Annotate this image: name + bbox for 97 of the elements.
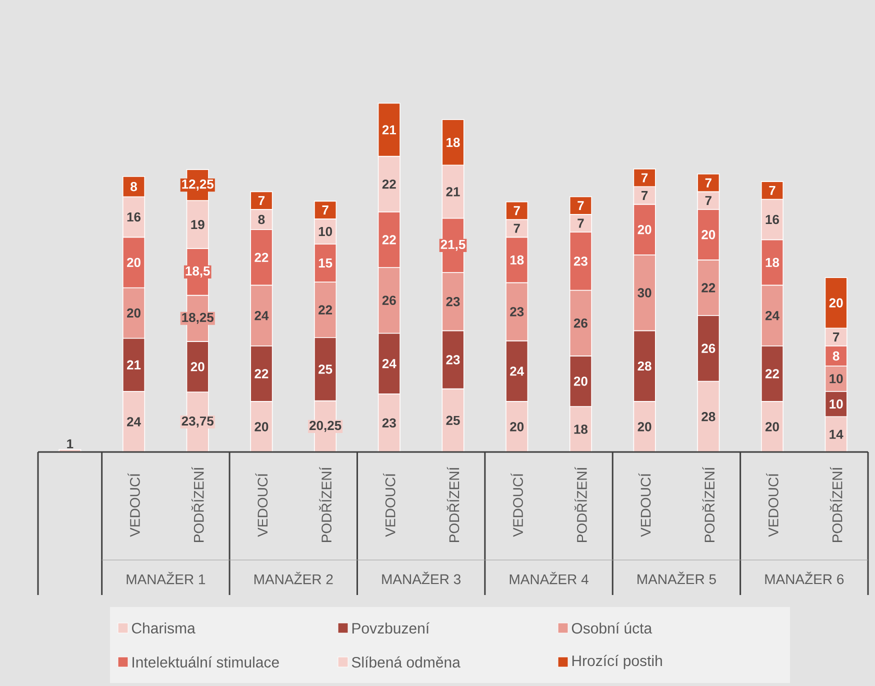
data-label: 18,25	[182, 312, 214, 324]
text: MANAŽER 2	[254, 572, 333, 584]
x-tick-label: PODŘÍZENÍ	[830, 466, 842, 542]
text: MANAŽER 5	[638, 572, 716, 584]
data-label: 7	[578, 201, 584, 210]
data-label: 20	[638, 224, 652, 234]
data-label: 20	[702, 230, 716, 240]
data-label: 21	[382, 125, 396, 134]
data-label: 25	[446, 416, 460, 426]
x-tick-label: VEDOUCÍ	[766, 473, 778, 537]
legend-label: Povzbuzení	[352, 622, 430, 634]
data-label: 30	[638, 288, 652, 298]
data-label: 7	[514, 206, 520, 216]
data-label: 24	[254, 310, 269, 320]
data-label: 15	[318, 258, 332, 268]
data-label: 20	[765, 422, 779, 432]
data-label: 23	[446, 355, 460, 364]
data-label: 20	[127, 308, 140, 318]
data-label: 24	[510, 366, 524, 376]
data-label: 26	[382, 296, 396, 305]
data-label: 10	[830, 374, 843, 384]
x-tick-label: PODŘÍZENÍ	[446, 466, 460, 542]
data-label: 22	[382, 235, 396, 244]
data-label: 8	[130, 182, 137, 192]
text: MANAŽER 6	[765, 572, 844, 584]
x-tick-label: VEDOUCÍ	[255, 473, 268, 537]
data-label: 20,25	[310, 420, 342, 432]
data-label: 18	[446, 138, 460, 148]
data-label: 7	[514, 224, 520, 233]
data-label: 22	[765, 369, 779, 378]
data-label: 23	[574, 256, 588, 266]
x-tick-label: VEDOUCÍ	[510, 473, 523, 537]
data-label: 24	[765, 310, 780, 320]
data-label: 21	[127, 360, 141, 370]
data-label: 20	[574, 376, 588, 386]
data-label: 8	[258, 214, 265, 224]
data-label: 20	[829, 298, 843, 308]
data-label: 7	[578, 218, 584, 228]
data-label: 25	[318, 364, 332, 374]
data-label: 24	[127, 417, 141, 426]
data-label: 18	[510, 255, 524, 265]
data-label: 22	[382, 180, 396, 189]
data-label: 14	[830, 430, 844, 439]
data-label: 16	[127, 212, 141, 222]
data-label: 1	[67, 439, 74, 448]
x-tick-label: PODŘÍZENÍ	[191, 466, 204, 542]
data-label: 7	[705, 196, 712, 206]
data-label: 24	[382, 359, 396, 368]
data-label: 21	[446, 187, 460, 196]
data-label: 16	[766, 214, 779, 224]
x-tick-label: VEDOUCÍ	[128, 473, 140, 537]
data-label: 12,25	[182, 180, 214, 191]
data-label: 7	[258, 196, 265, 206]
text: MANAŽER 1	[126, 572, 206, 584]
data-label: 23	[382, 418, 396, 428]
data-label: 28	[638, 361, 652, 371]
data-label: 23,75	[182, 416, 214, 428]
data-label: 10	[830, 399, 843, 409]
data-label: 28	[702, 412, 716, 422]
text: MANAŽER 4	[510, 572, 588, 584]
data-label: 20	[254, 422, 268, 432]
data-label: 23	[446, 297, 460, 306]
data-label: 20	[638, 422, 652, 432]
data-label: 26	[574, 318, 588, 328]
data-label: 7	[641, 173, 648, 182]
data-label: 22	[702, 283, 716, 292]
text: MANAŽER 3	[382, 572, 461, 584]
data-label: 21,5	[440, 240, 466, 251]
data-label: 10	[318, 226, 332, 236]
data-label: 26	[702, 344, 716, 353]
data-label: 19	[191, 220, 204, 230]
data-label: 7	[769, 186, 776, 195]
data-label: 20	[127, 258, 140, 268]
x-tick-label: PODŘÍZENÍ	[574, 466, 587, 542]
data-label: 23	[510, 307, 524, 316]
data-label: 22	[254, 252, 268, 262]
data-label: 7	[833, 332, 840, 342]
data-label: 22	[254, 369, 268, 378]
legend-label: Hrozící postih	[572, 654, 662, 670]
data-label: 7	[322, 206, 328, 214]
legend-label: Charisma	[132, 622, 196, 634]
data-label: 18	[766, 258, 780, 268]
data-label: 18	[574, 424, 588, 434]
data-label: 7	[705, 178, 712, 188]
x-tick-label: PODŘÍZENÍ	[702, 466, 715, 542]
x-tick-label: VEDOUCÍ	[383, 473, 396, 537]
x-tick-label: VEDOUCÍ	[638, 473, 651, 537]
data-label: 8	[832, 351, 840, 361]
legend-label: Slíbená odměna	[352, 656, 460, 668]
legend-label: Osobní úcta	[572, 622, 652, 634]
legend-label: Intelektuální stimulace	[132, 656, 279, 668]
data-label: 22	[318, 305, 332, 314]
data-label: 20	[190, 362, 204, 372]
x-tick-label: PODŘÍZENÍ	[319, 466, 332, 542]
data-label: 20	[510, 422, 524, 432]
data-label: 18,5	[186, 266, 210, 278]
data-label: 7	[641, 191, 648, 200]
